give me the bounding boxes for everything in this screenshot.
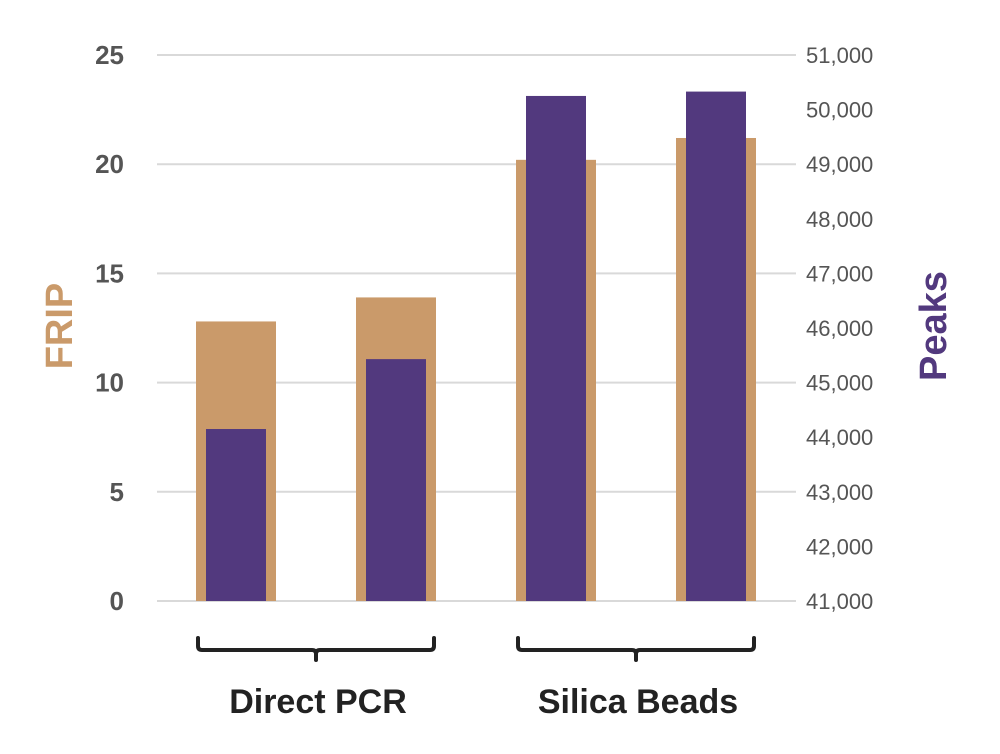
right-axis-title: Peaks xyxy=(913,271,955,381)
peaks-bar xyxy=(206,429,266,601)
left-tick-label: 0 xyxy=(110,586,124,616)
right-tick-label: 47,000 xyxy=(806,261,873,286)
group-bracket xyxy=(196,636,436,662)
right-tick-label: 48,000 xyxy=(806,207,873,232)
left-tick-label: 10 xyxy=(95,368,124,398)
right-tick-label: 46,000 xyxy=(806,316,873,341)
left-tick-label: 20 xyxy=(95,149,124,179)
right-tick-label: 44,000 xyxy=(806,425,873,450)
right-tick-label: 50,000 xyxy=(806,98,873,123)
right-tick-label: 41,000 xyxy=(806,589,873,614)
left-tick-label: 5 xyxy=(110,477,124,507)
group-label-silica-beads: Silica Beads xyxy=(538,683,738,721)
left-tick-label: 25 xyxy=(95,40,124,70)
right-axis-ticks: 41,000 42,000 43,000 44,000 45,000 46,000 47,0… xyxy=(806,43,873,614)
right-tick-label: 49,000 xyxy=(806,152,873,177)
right-tick-label: 43,000 xyxy=(806,480,873,505)
peaks-bar xyxy=(366,359,426,601)
group-brackets xyxy=(196,636,756,662)
peaks-bar xyxy=(686,91,746,601)
left-axis-ticks: 0 5 10 15 20 25 xyxy=(95,40,124,616)
group-label-direct-pcr: Direct PCR xyxy=(229,683,407,721)
bars xyxy=(196,91,756,601)
right-tick-label: 45,000 xyxy=(806,371,873,396)
group-bracket xyxy=(516,636,756,662)
left-tick-label: 15 xyxy=(95,258,124,288)
right-tick-label: 42,000 xyxy=(806,534,873,559)
right-tick-label: 51,000 xyxy=(806,43,873,68)
peaks-bar xyxy=(526,95,586,601)
left-axis-title: FRIP xyxy=(39,283,81,370)
